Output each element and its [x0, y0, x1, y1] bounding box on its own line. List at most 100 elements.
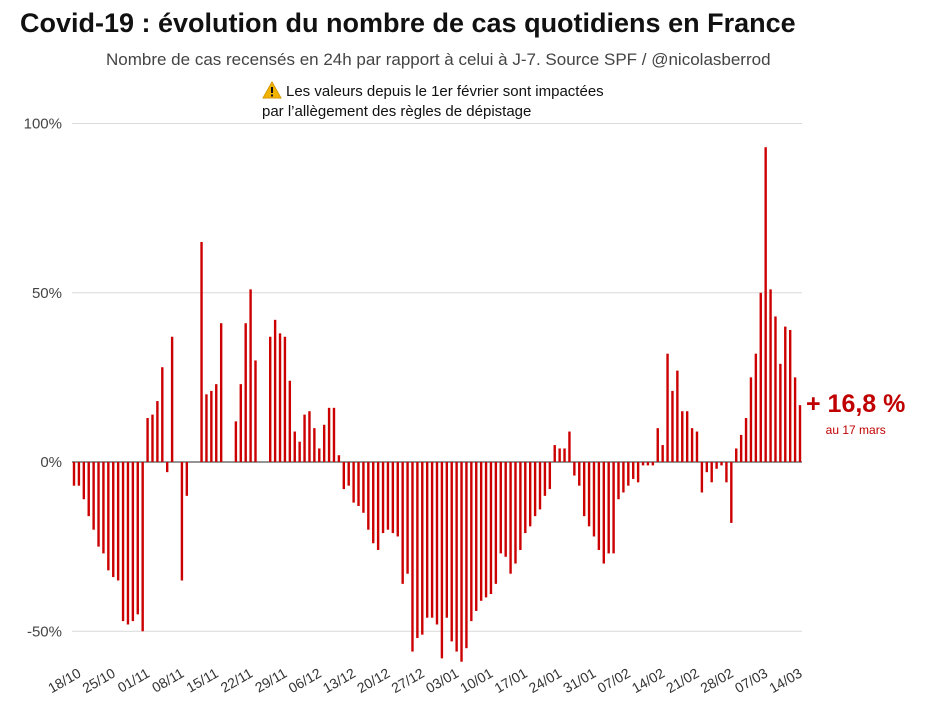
bar	[219, 323, 223, 462]
bar	[308, 411, 311, 462]
bar	[249, 289, 252, 462]
bar	[553, 445, 556, 462]
x-tick-label: 07/02	[595, 665, 634, 696]
bar	[455, 462, 458, 652]
bar	[793, 377, 797, 462]
bar	[612, 462, 615, 554]
x-tick-label: 25/10	[79, 665, 118, 696]
bar	[646, 462, 650, 466]
bar	[690, 428, 694, 462]
bar	[166, 462, 169, 473]
bar	[578, 462, 581, 486]
bar	[347, 462, 350, 486]
bar	[303, 414, 306, 462]
bar	[632, 462, 635, 479]
y-tick-label: 50%	[32, 285, 62, 302]
bar	[538, 462, 542, 510]
bar	[411, 462, 414, 652]
bar	[430, 462, 434, 618]
bar	[376, 462, 380, 551]
bar	[784, 326, 787, 462]
bar	[421, 462, 424, 635]
bar	[636, 462, 640, 483]
bar	[136, 462, 139, 615]
bar	[313, 428, 316, 462]
bar	[509, 462, 512, 574]
x-tick-label: 14/03	[766, 665, 805, 696]
x-tick-label: 14/02	[629, 665, 668, 696]
x-axis-ticks: 18/1025/1001/1108/1115/1122/1129/1106/12…	[45, 665, 805, 696]
bar	[416, 462, 419, 639]
bar	[170, 336, 174, 462]
bar	[391, 462, 395, 534]
bar	[269, 336, 272, 462]
bar	[92, 462, 95, 530]
bar	[597, 462, 601, 551]
bar	[337, 455, 341, 462]
bar	[185, 462, 189, 496]
bar	[676, 370, 679, 462]
chart-subtitle: Nombre de cas recensés en 24h par rappor…	[106, 50, 771, 69]
bar	[77, 462, 81, 486]
bar	[661, 445, 664, 462]
warning-note: Les valeurs depuis le 1er février sont i…	[262, 81, 604, 122]
bar	[602, 462, 605, 564]
bar	[519, 462, 522, 551]
bar	[131, 462, 135, 622]
bar	[283, 336, 287, 462]
bar	[470, 462, 473, 622]
bar	[700, 462, 704, 493]
bar	[514, 462, 517, 564]
bar	[352, 462, 355, 503]
bar	[146, 417, 149, 462]
bar	[499, 462, 502, 554]
bar	[318, 448, 321, 462]
bar	[121, 462, 125, 622]
bar	[102, 462, 105, 554]
bar	[435, 462, 439, 625]
bar	[156, 401, 159, 462]
bar	[489, 462, 493, 595]
bar	[278, 333, 282, 462]
x-tick-label: 15/11	[183, 665, 221, 696]
bar-series	[72, 147, 802, 662]
bar	[494, 462, 498, 584]
y-axis-ticks: 100% 50% 0% -50%	[24, 116, 62, 641]
bar	[87, 462, 90, 517]
bar	[779, 363, 782, 462]
x-tick-label: 22/11	[218, 665, 256, 696]
bar	[715, 462, 718, 469]
bar	[372, 462, 375, 544]
x-tick-label: 10/01	[457, 665, 496, 696]
bar	[381, 462, 385, 534]
bar	[82, 462, 86, 500]
x-tick-label: 03/01	[423, 665, 462, 696]
bar	[710, 462, 713, 483]
x-tick-label: 29/11	[252, 665, 290, 696]
bar	[210, 390, 213, 462]
latest-value-annotation: + 16,8 % au 17 mars	[806, 390, 905, 437]
bar	[607, 462, 610, 554]
chart-title: Covid-19 : évolution du nombre de cas qu…	[20, 8, 796, 38]
bar	[239, 384, 242, 462]
bar	[288, 380, 292, 462]
bar	[524, 462, 527, 534]
bar	[72, 462, 76, 486]
bar	[656, 428, 659, 462]
bar	[725, 462, 728, 483]
bar	[788, 329, 792, 462]
bar	[681, 411, 684, 462]
bar	[764, 147, 767, 462]
bar	[558, 448, 561, 462]
bar	[475, 462, 478, 611]
bar	[322, 424, 326, 462]
bar	[798, 405, 802, 462]
bar	[705, 462, 708, 473]
bar	[386, 462, 390, 530]
bar	[617, 462, 620, 500]
bar	[445, 462, 449, 618]
bar	[362, 462, 365, 513]
bar	[543, 462, 547, 496]
bar	[215, 384, 218, 462]
